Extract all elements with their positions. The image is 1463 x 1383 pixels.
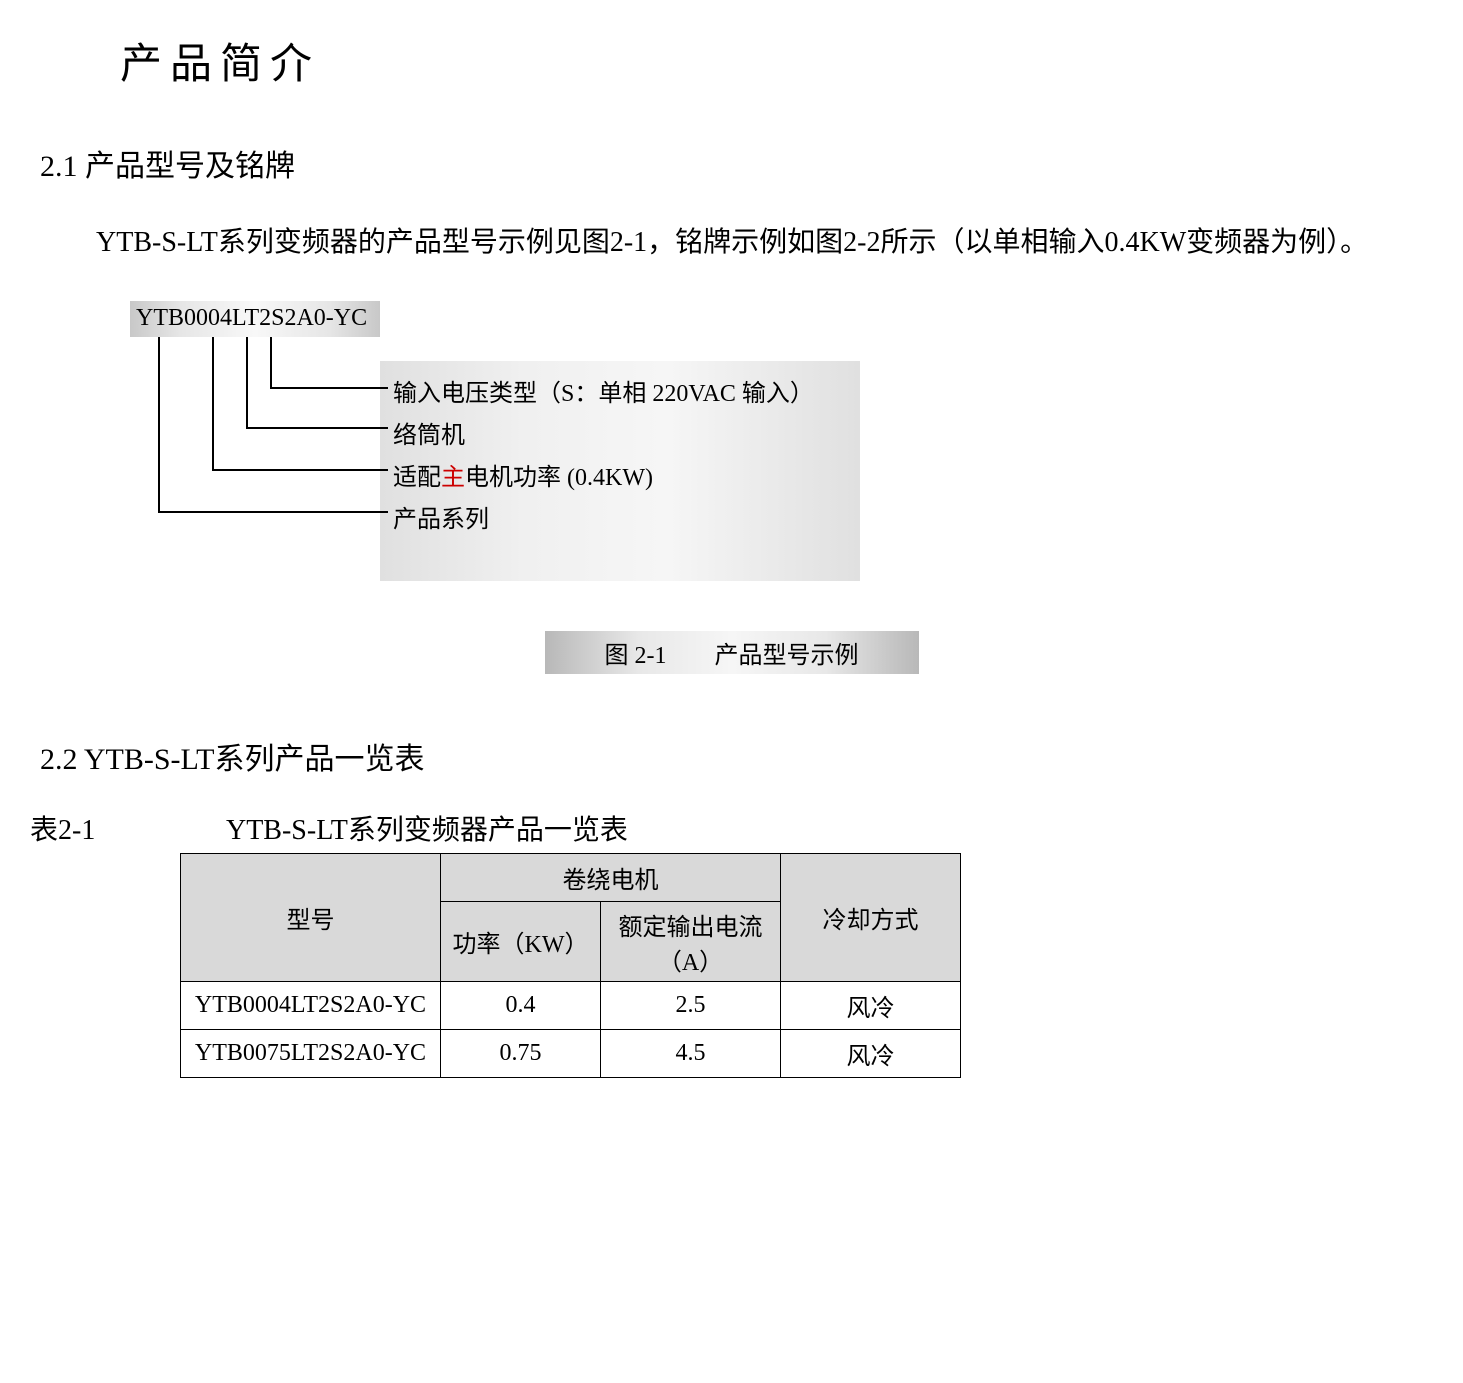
model-diagram: YTB0004LT2S2A0-YC 输入电压类型（S：单相 220VAC 输入）… bbox=[130, 301, 1443, 591]
model-code-label: YTB0004LT2S2A0-YC bbox=[130, 301, 380, 337]
table-title: YTB-S-LT系列变频器产品一览表 bbox=[226, 815, 628, 846]
table-cell-cooling: 风冷 bbox=[781, 1030, 961, 1078]
diagram-line-series: 产品系列 bbox=[393, 499, 489, 534]
product-table: 型号 卷绕电机 冷却方式 功率（KW） 额定输出电流（A） YTB0004LT2… bbox=[180, 853, 961, 1078]
diagram-line-power: 适配主电机功率 (0.4KW) bbox=[393, 457, 653, 492]
th-model: 型号 bbox=[181, 854, 441, 982]
section-2-1-heading: 2.1 产品型号及铭牌 bbox=[40, 141, 1443, 185]
figure-2-1-caption: 图 2-1 产品型号示例 bbox=[545, 631, 919, 674]
table-cell-cooling: 风冷 bbox=[781, 982, 961, 1030]
th-power: 功率（KW） bbox=[441, 902, 601, 982]
figure-caption-wrap: 图 2-1 产品型号示例 bbox=[20, 631, 1443, 674]
section-2-1-paragraph: YTB-S-LT系列变频器的产品型号示例见图2-1，铭牌示例如图2-2所示（以单… bbox=[40, 215, 1423, 271]
table-cell-power: 0.75 bbox=[441, 1030, 601, 1078]
diagram-line-voltage: 输入电压类型（S：单相 220VAC 输入） bbox=[393, 373, 814, 408]
table-title-row: 表2-1 YTB-S-LT系列变频器产品一览表 bbox=[30, 808, 1443, 848]
diagram-line-power-suffix: 电机功率 (0.4KW) bbox=[465, 465, 653, 491]
table-cell-current: 4.5 bbox=[601, 1030, 781, 1078]
diagram-line-winder: 络筒机 bbox=[393, 415, 465, 450]
table-row: YTB0075LT2S2A0-YC0.754.5风冷 bbox=[181, 1030, 961, 1078]
table-cell-current: 2.5 bbox=[601, 982, 781, 1030]
th-cooling: 冷却方式 bbox=[781, 854, 961, 982]
diagram-line-power-prefix: 适配 bbox=[393, 465, 441, 491]
table-row: YTB0004LT2S2A0-YC0.42.5风冷 bbox=[181, 982, 961, 1030]
page-title: 产品简介 bbox=[120, 30, 1443, 91]
diagram-line-power-red: 主 bbox=[441, 465, 465, 491]
section-2-2-heading: 2.2 YTB-S-LT系列产品一览表 bbox=[40, 734, 1443, 778]
table-cell-model: YTB0004LT2S2A0-YC bbox=[181, 982, 441, 1030]
th-current: 额定输出电流（A） bbox=[601, 902, 781, 982]
th-motor-group: 卷绕电机 bbox=[441, 854, 781, 902]
table-cell-power: 0.4 bbox=[441, 982, 601, 1030]
table-cell-model: YTB0075LT2S2A0-YC bbox=[181, 1030, 441, 1078]
table-number: 表2-1 bbox=[30, 808, 220, 848]
